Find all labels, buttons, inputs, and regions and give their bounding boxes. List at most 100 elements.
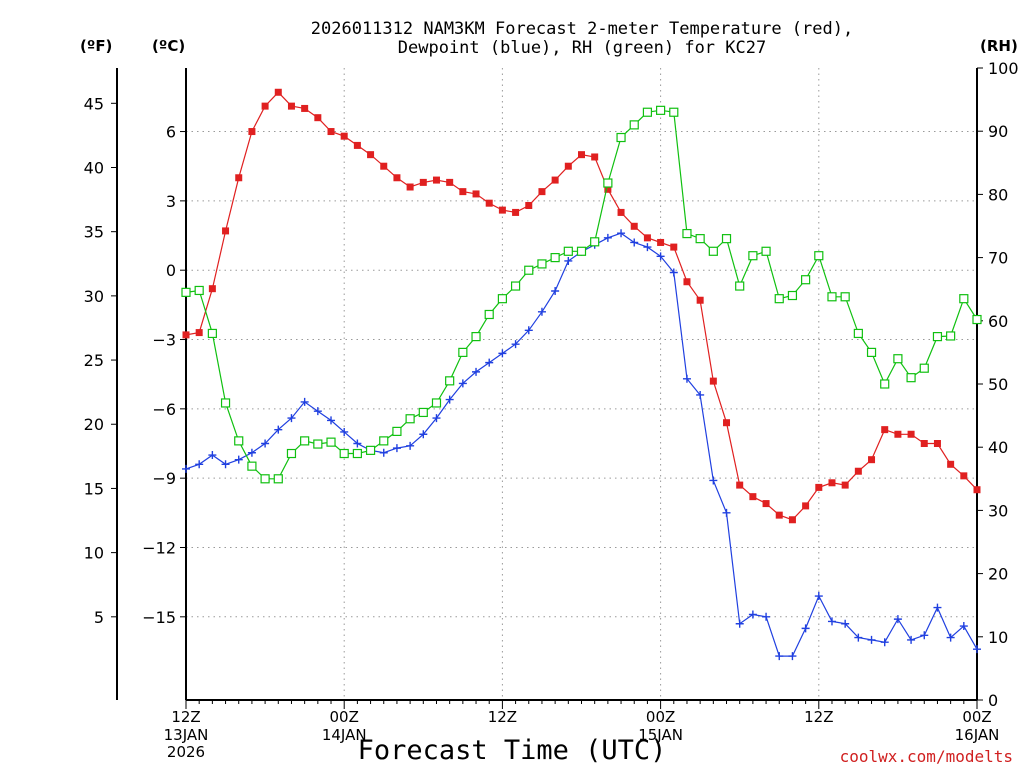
rh-tick-label: 40 (988, 438, 1008, 457)
rh-tick-label: 90 (988, 122, 1008, 141)
rh-point (181, 287, 191, 297)
dewpoint-point (630, 238, 639, 247)
rh-axis-ticks: 0 10 20 30 40 50 60 70 80 90 100 (977, 59, 1019, 710)
temperature-point (564, 162, 572, 170)
fahrenheit-tick-label: 10 (84, 544, 104, 563)
temperature-point (340, 132, 348, 140)
celsius-axis-ticks: 6 3 0 −3 −6 −9 −12 −15 (142, 123, 186, 627)
dewpoint-point (709, 476, 718, 485)
fahrenheit-tick-label: 5 (94, 608, 104, 627)
fahrenheit-tick-label: 40 (84, 158, 104, 177)
temperature-point (617, 208, 625, 216)
dewpoint-point (973, 645, 981, 654)
temperature-point (841, 481, 849, 489)
rh-tick-label: 70 (988, 249, 1008, 268)
rh-point (735, 281, 745, 291)
temperature-point (947, 460, 955, 468)
chart-title-line-2: Dewpoint (blue), RH (green) for KC27 (398, 38, 766, 58)
temperature-point (380, 162, 388, 170)
dewpoint-point (247, 448, 256, 457)
temperature-point (854, 467, 862, 475)
dewpoint-point (722, 508, 731, 517)
axes (116, 68, 978, 701)
rh-point (497, 294, 507, 304)
dewpoint-point (762, 612, 771, 621)
rh-point (932, 332, 943, 342)
gridlines (186, 68, 977, 700)
rh-point (471, 332, 481, 342)
dewpoint-point (814, 592, 823, 601)
rh-point (695, 234, 705, 244)
temperature-series (182, 88, 981, 524)
time-tick-date-label: 15JAN (638, 726, 683, 744)
dewpoint-point (946, 633, 955, 642)
dewpoint-point (603, 233, 612, 242)
temperature-point (775, 511, 783, 519)
rh-tick-label: 20 (988, 565, 1008, 584)
dewpoint-point (340, 427, 349, 436)
temperature-point (828, 479, 836, 487)
fahrenheit-tick-label: 25 (84, 351, 104, 370)
temperature-point (762, 500, 770, 508)
dewpoint-point (775, 652, 784, 661)
temperature-point (657, 238, 665, 246)
time-tick-hour-label: 12Z (171, 708, 200, 726)
temperature-point (406, 183, 414, 191)
dewpoint-point (788, 652, 797, 661)
fahrenheit-tick-label: 45 (84, 94, 104, 113)
temperature-point (630, 222, 638, 230)
temperature-point (894, 430, 902, 438)
dewpoint-point (735, 619, 744, 628)
temperature-point (208, 285, 216, 293)
rh-point (906, 373, 916, 383)
rh-series (181, 105, 982, 484)
dewpoint-point (524, 326, 533, 335)
temperature-point (248, 128, 256, 136)
temperature-point (182, 331, 190, 339)
temperature-point (643, 234, 651, 242)
temperature-point (459, 188, 467, 196)
rh-point (959, 294, 969, 304)
temperature-point (485, 199, 493, 207)
dewpoint-point (353, 439, 362, 448)
rh-point (247, 461, 257, 471)
dewpoint-point (643, 243, 652, 252)
temperature-point (604, 185, 612, 193)
temperature-point (512, 208, 520, 216)
rh-point (352, 448, 362, 459)
temperature-point (868, 456, 876, 464)
celsius-unit-label: (ºC) (152, 37, 185, 55)
dewpoint-point (564, 256, 573, 265)
dewpoint-point (221, 460, 230, 469)
dewpoint-point (432, 414, 441, 423)
celsius-tick-label: 0 (166, 261, 176, 280)
rh-point (445, 376, 455, 386)
dewpoint-point (445, 395, 454, 404)
time-tick-hour-label: 00Z (646, 708, 675, 726)
rh-point (405, 414, 415, 424)
rh-point (774, 294, 784, 304)
rh-tick-label: 80 (988, 185, 1008, 204)
time-tick-year-label: 2026 (167, 743, 205, 761)
dewpoint-point (880, 638, 889, 647)
time-tick-date-label: 16JAN (955, 726, 1000, 744)
dewpoint-point (300, 397, 309, 406)
dewpoint-point (511, 340, 520, 349)
time-tick-date-label: 14JAN (322, 726, 367, 744)
rh-point (537, 259, 547, 269)
rh-point (576, 246, 587, 256)
temperature-point (446, 178, 454, 186)
chart-title-line-1: 2026011312 NAM3KM Forecast 2-meter Tempe… (311, 19, 853, 39)
dewpoint-point (748, 610, 757, 619)
dewpoint-point (551, 286, 560, 295)
temperature-point (353, 141, 361, 149)
dewpoint-point (801, 624, 810, 633)
temperature-point (222, 227, 230, 235)
rh-point (748, 251, 758, 261)
dewpoint-point (485, 358, 494, 367)
dewpoint-point (696, 390, 705, 399)
dewpoint-point (656, 252, 665, 261)
rh-point (458, 347, 468, 357)
rh-point (286, 448, 297, 459)
celsius-tick-label: 6 (166, 123, 176, 142)
